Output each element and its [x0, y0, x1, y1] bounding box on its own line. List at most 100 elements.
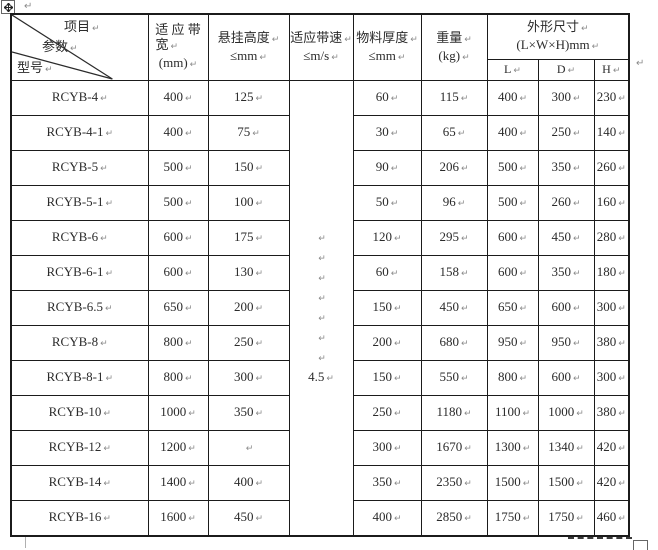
- cell-band_width[interactable]: 1200 ↵: [147, 430, 209, 466]
- cell-band_width[interactable]: 800 ↵: [147, 360, 209, 396]
- cell-band_width[interactable]: 800 ↵: [147, 325, 209, 361]
- cell-material_thickness[interactable]: 60 ↵: [352, 255, 422, 291]
- cell-model[interactable]: RCYB-6 ↵: [10, 220, 149, 256]
- cell-l[interactable]: 1300 ↵: [486, 430, 539, 466]
- header-dim-H[interactable]: H ↵: [593, 59, 630, 81]
- cell-model[interactable]: RCYB-5 ↵: [10, 150, 149, 186]
- cell-d[interactable]: 260 ↵: [537, 185, 595, 221]
- cell-band_width[interactable]: 400 ↵: [147, 115, 209, 151]
- cell-model[interactable]: RCYB-8-1 ↵: [10, 360, 149, 396]
- cell-suspension_height[interactable]: 150 ↵: [207, 150, 290, 186]
- cell-suspension_height[interactable]: 200 ↵: [207, 290, 290, 326]
- cell-material_thickness[interactable]: 250 ↵: [352, 395, 422, 431]
- cell-model[interactable]: RCYB-6.5 ↵: [10, 290, 149, 326]
- cell-h[interactable]: 460 ↵: [593, 500, 630, 537]
- header-dim-D[interactable]: D ↵: [537, 59, 595, 81]
- cell-model[interactable]: RCYB-14 ↵: [10, 465, 149, 501]
- cell-weight[interactable]: 295 ↵: [420, 220, 488, 256]
- cell-weight[interactable]: 450 ↵: [420, 290, 488, 326]
- cell-suspension_height[interactable]: 175 ↵: [207, 220, 290, 256]
- cell-model[interactable]: RCYB-10 ↵: [10, 395, 149, 431]
- cell-h[interactable]: 230 ↵: [593, 80, 630, 116]
- cell-material_thickness[interactable]: 50 ↵: [352, 185, 422, 221]
- cell-weight[interactable]: 96 ↵: [420, 185, 488, 221]
- cell-material_thickness[interactable]: 200 ↵: [352, 325, 422, 361]
- cell-weight[interactable]: 1180 ↵: [420, 395, 488, 431]
- cell-suspension_height[interactable]: ↵: [207, 430, 290, 466]
- table-resize-handle[interactable]: [633, 540, 648, 550]
- cell-suspension_height[interactable]: 125 ↵: [207, 80, 290, 116]
- cell-material_thickness[interactable]: 30 ↵: [352, 115, 422, 151]
- cell-l[interactable]: 500 ↵: [486, 185, 539, 221]
- cell-band_width[interactable]: 500 ↵: [147, 185, 209, 221]
- cell-model[interactable]: RCYB-12 ↵: [10, 430, 149, 466]
- cell-l[interactable]: 1100 ↵: [486, 395, 539, 431]
- cell-weight[interactable]: 65 ↵: [420, 115, 488, 151]
- cell-band_width[interactable]: 500 ↵: [147, 150, 209, 186]
- cell-d[interactable]: 450 ↵: [537, 220, 595, 256]
- cell-material_thickness[interactable]: 150 ↵: [352, 290, 422, 326]
- cell-suspension_height[interactable]: 130 ↵: [207, 255, 290, 291]
- cell-d[interactable]: 300 ↵: [537, 80, 595, 116]
- header-belt-speed[interactable]: 适应带速 ↵ ≤m/s ↵: [288, 13, 354, 81]
- cell-weight[interactable]: 206 ↵: [420, 150, 488, 186]
- cell-l[interactable]: 1500 ↵: [486, 465, 539, 501]
- cell-material_thickness[interactable]: 150 ↵: [352, 360, 422, 396]
- cell-band_width[interactable]: 400 ↵: [147, 80, 209, 116]
- cell-suspension_height[interactable]: 450 ↵: [207, 500, 290, 537]
- cell-h[interactable]: 380 ↵: [593, 325, 630, 361]
- header-band-width[interactable]: 适 应 带 宽 ↵ (mm) ↵: [147, 13, 209, 81]
- header-weight[interactable]: 重量 ↵ (kg) ↵: [420, 13, 488, 81]
- cell-d[interactable]: 600 ↵: [537, 290, 595, 326]
- cell-band_width[interactable]: 650 ↵: [147, 290, 209, 326]
- cell-l[interactable]: 1750 ↵: [486, 500, 539, 537]
- cell-h[interactable]: 420 ↵: [593, 430, 630, 466]
- cell-l[interactable]: 650 ↵: [486, 290, 539, 326]
- cell-h[interactable]: 260 ↵: [593, 150, 630, 186]
- cell-weight[interactable]: 1670 ↵: [420, 430, 488, 466]
- cell-belt-speed-merged[interactable]: ↵ ↵ ↵ ↵ ↵ ↵ ↵ 4.5 ↵: [288, 80, 354, 537]
- cell-model[interactable]: RCYB-8 ↵: [10, 325, 149, 361]
- cell-suspension_height[interactable]: 75 ↵: [207, 115, 290, 151]
- cell-suspension_height[interactable]: 350 ↵: [207, 395, 290, 431]
- header-material-thickness[interactable]: 物料厚度 ↵ ≤mm ↵: [352, 13, 422, 81]
- cell-l[interactable]: 600 ↵: [486, 220, 539, 256]
- cell-model[interactable]: RCYB-4-1 ↵: [10, 115, 149, 151]
- cell-d[interactable]: 1500 ↵: [537, 465, 595, 501]
- cell-band_width[interactable]: 1400 ↵: [147, 465, 209, 501]
- cell-model[interactable]: RCYB-6-1 ↵: [10, 255, 149, 291]
- diagonal-header-cell[interactable]: 项目 ↵ 参数 ↵ 型号 ↵: [10, 13, 149, 81]
- cell-suspension_height[interactable]: 250 ↵: [207, 325, 290, 361]
- cell-h[interactable]: 300 ↵: [593, 360, 630, 396]
- cell-h[interactable]: 280 ↵: [593, 220, 630, 256]
- cell-material_thickness[interactable]: 300 ↵: [352, 430, 422, 466]
- cell-model[interactable]: RCYB-5-1 ↵: [10, 185, 149, 221]
- header-dim-L[interactable]: L ↵: [486, 59, 539, 81]
- cell-band_width[interactable]: 1600 ↵: [147, 500, 209, 537]
- cell-d[interactable]: 950 ↵: [537, 325, 595, 361]
- cell-suspension_height[interactable]: 300 ↵: [207, 360, 290, 396]
- cell-l[interactable]: 950 ↵: [486, 325, 539, 361]
- cell-material_thickness[interactable]: 120 ↵: [352, 220, 422, 256]
- cell-l[interactable]: 600 ↵: [486, 255, 539, 291]
- cell-l[interactable]: 400 ↵: [486, 115, 539, 151]
- cell-weight[interactable]: 115 ↵: [420, 80, 488, 116]
- cell-weight[interactable]: 680 ↵: [420, 325, 488, 361]
- cell-material_thickness[interactable]: 60 ↵: [352, 80, 422, 116]
- cell-d[interactable]: 350 ↵: [537, 150, 595, 186]
- cell-weight[interactable]: 158 ↵: [420, 255, 488, 291]
- cell-l[interactable]: 500 ↵: [486, 150, 539, 186]
- cell-d[interactable]: 1340 ↵: [537, 430, 595, 466]
- header-dimensions-group[interactable]: 外形尺寸 ↵ (L×W×H)mm ↵: [486, 13, 630, 60]
- cell-h[interactable]: 180 ↵: [593, 255, 630, 291]
- cell-h[interactable]: 300 ↵: [593, 290, 630, 326]
- cell-d[interactable]: 350 ↵: [537, 255, 595, 291]
- cell-h[interactable]: 160 ↵: [593, 185, 630, 221]
- cell-d[interactable]: 1750 ↵: [537, 500, 595, 537]
- cell-d[interactable]: 1000 ↵: [537, 395, 595, 431]
- cell-material_thickness[interactable]: 90 ↵: [352, 150, 422, 186]
- cell-model[interactable]: RCYB-16 ↵: [10, 500, 149, 537]
- cell-band_width[interactable]: 1000 ↵: [147, 395, 209, 431]
- cell-weight[interactable]: 2850 ↵: [420, 500, 488, 537]
- cell-weight[interactable]: 2350 ↵: [420, 465, 488, 501]
